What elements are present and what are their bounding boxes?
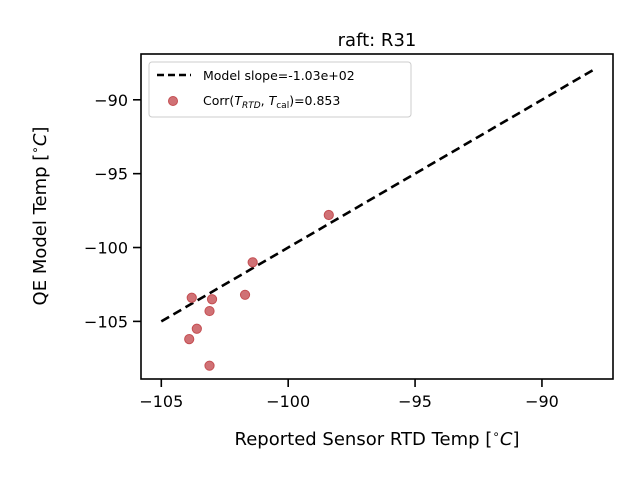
y-axis-ticks: −90 −95 −100 −105 (84, 91, 141, 331)
y-tick-label: −105 (84, 312, 128, 331)
x-tick-label: −100 (266, 392, 310, 411)
legend-scatter-t2-sub: cal (276, 101, 289, 111)
x-axis-unit: C (500, 429, 513, 450)
scatter-point (323, 209, 334, 221)
legend-scatter-t2: T (269, 93, 278, 108)
y-axis-bracket: ] (30, 127, 51, 134)
scatter-point (239, 289, 251, 300)
legend-scatter-sep: , (261, 93, 269, 108)
x-tick-label: −90 (525, 392, 559, 411)
legend-scatter-swatch (168, 96, 178, 106)
y-axis-title: QE Model Temp [∘C] (28, 127, 51, 306)
scatter-point (247, 257, 258, 268)
scatter-point (184, 334, 195, 345)
legend-scatter-t1-sub: RTD (242, 101, 261, 111)
scatter-point (191, 323, 202, 334)
x-tick-label: −95 (398, 392, 432, 411)
legend-box (148, 61, 412, 118)
y-axis-unit: C (30, 133, 51, 146)
legend: Model slope=-1.03e+02 Corr(TRTD, Tcal)=0… (148, 61, 412, 118)
legend-line-label: Model slope=-1.03e+02 (203, 68, 355, 83)
scatter-point (204, 305, 215, 317)
plot-frame (140, 53, 614, 380)
y-tick-label: −95 (94, 165, 128, 184)
chart-title: raft: R31 (338, 30, 417, 51)
y-axis-degree: ∘ (28, 146, 42, 154)
x-tick-label: −105 (139, 392, 183, 411)
legend-scatter-prefix: Corr( (203, 93, 234, 108)
y-tick-label: −90 (94, 91, 128, 110)
y-tick-label: −100 (84, 239, 128, 258)
scatter-point (186, 292, 197, 303)
x-axis-bracket: ] (512, 429, 519, 450)
x-axis-ticks: −105 −100 −95 −90 (139, 379, 559, 411)
scatter-point (204, 360, 215, 371)
legend-scatter-suffix: )=0.853 (289, 93, 340, 108)
y-axis-title-text: QE Model Temp [ (30, 154, 51, 306)
x-axis-degree: ∘ (492, 427, 500, 441)
legend-scatter-t1: T (234, 93, 243, 108)
scatter-point (206, 294, 218, 305)
x-axis-title: Reported Sensor RTD Temp [∘C] (235, 427, 520, 450)
x-axis-title-text: Reported Sensor RTD Temp [ (235, 429, 493, 450)
plot-area (160, 69, 594, 371)
legend-scatter-label: Corr(TRTD, Tcal)=0.853 (203, 93, 340, 111)
